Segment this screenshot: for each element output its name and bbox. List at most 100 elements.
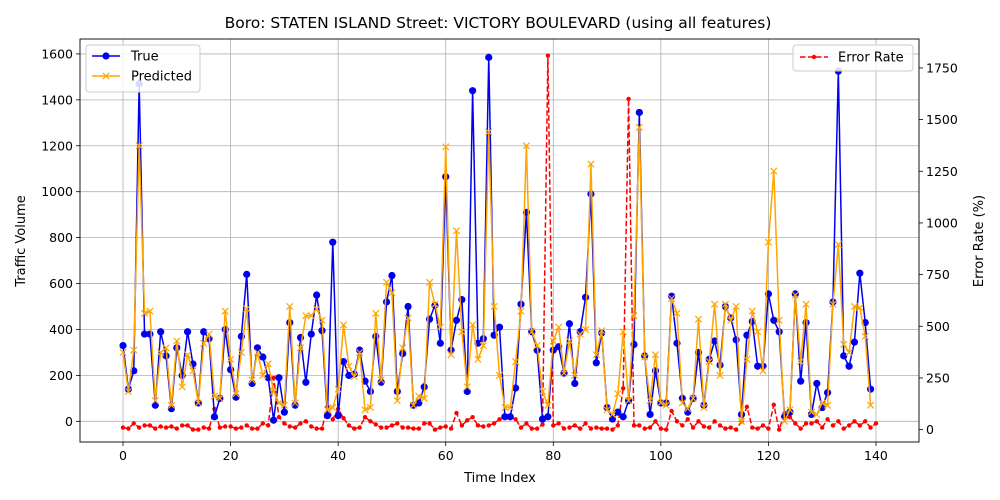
data-point	[205, 330, 213, 338]
data-point	[120, 425, 126, 430]
data-point	[840, 352, 848, 360]
data-point	[624, 397, 633, 405]
data-point	[770, 316, 778, 324]
data-point	[549, 346, 557, 354]
data-point	[323, 406, 332, 414]
data-point	[506, 403, 514, 412]
data-point	[126, 426, 131, 431]
data-point	[366, 387, 375, 396]
data-point	[684, 408, 692, 416]
data-point	[614, 408, 622, 416]
data-point	[378, 425, 384, 430]
data-point	[818, 399, 826, 407]
data-point	[775, 316, 783, 324]
data-point	[793, 421, 798, 426]
data-point	[388, 289, 396, 297]
data-point	[561, 426, 567, 431]
legend-box	[792, 44, 914, 72]
data-point	[668, 292, 676, 300]
data-point	[135, 142, 143, 150]
data-point	[303, 419, 309, 424]
y-tick-label: 800	[49, 230, 73, 245]
data-point	[711, 300, 719, 308]
data-point	[286, 318, 294, 327]
data-point	[296, 344, 305, 352]
data-point	[119, 348, 127, 357]
data-point	[723, 426, 728, 431]
data-point	[481, 424, 486, 429]
data-point	[313, 305, 321, 313]
legend-left: True Predicted	[85, 44, 201, 93]
data-point	[610, 427, 615, 432]
data-point	[866, 401, 875, 409]
data-point	[560, 369, 568, 377]
data-point	[491, 421, 497, 426]
x-tick-label: 60	[438, 448, 454, 463]
data-point	[169, 424, 174, 429]
x-tick-label: 140	[864, 448, 888, 463]
data-point	[183, 328, 192, 336]
data-point	[264, 360, 272, 368]
data-point	[615, 423, 621, 428]
data-point	[538, 415, 547, 423]
data-point	[334, 385, 342, 393]
data-point	[443, 424, 448, 429]
data-point	[479, 341, 487, 350]
data-point	[366, 403, 375, 412]
data-point	[280, 401, 288, 409]
data-point	[442, 143, 450, 151]
data-point	[551, 423, 556, 428]
data-point	[841, 426, 846, 431]
data-point	[598, 327, 606, 335]
data-point	[130, 346, 138, 354]
data-point	[185, 423, 190, 428]
y2-tick-label: 1250	[926, 164, 958, 179]
data-point	[291, 401, 299, 409]
data-point	[667, 294, 676, 303]
legend-right: Error Rate	[792, 44, 914, 72]
data-point	[608, 415, 617, 423]
data-point	[146, 330, 154, 338]
data-point	[637, 423, 642, 428]
data-point	[534, 426, 540, 431]
series-line	[122, 126, 872, 423]
data-point	[157, 328, 165, 336]
data-point	[468, 321, 477, 329]
y2-tick-label: 0	[926, 422, 934, 437]
y2-tick-label: 500	[926, 319, 950, 334]
data-point	[318, 316, 326, 324]
data-point	[608, 410, 617, 419]
data-point	[529, 426, 534, 431]
data-point	[555, 323, 563, 331]
data-point	[770, 167, 778, 175]
data-point	[167, 405, 176, 413]
data-point	[189, 367, 197, 375]
data-point	[813, 379, 821, 388]
data-point	[524, 421, 529, 426]
data-point	[642, 426, 647, 431]
data-point	[388, 271, 396, 280]
data-point	[495, 371, 504, 380]
data-point	[382, 298, 391, 306]
chart-title: Boro: STATEN ISLAND Street: VICTORY BOUL…	[225, 14, 772, 32]
data-point	[721, 300, 730, 308]
data-point	[690, 425, 696, 430]
data-point	[271, 375, 276, 381]
data-point	[825, 417, 830, 422]
data-point	[395, 421, 400, 426]
data-point	[119, 341, 127, 350]
legend-marker-error	[811, 54, 817, 60]
data-point	[565, 320, 574, 328]
data-point	[469, 87, 477, 95]
data-point	[490, 302, 498, 311]
data-point	[237, 348, 245, 357]
x-axis: 0 20 40 60 80 100 120 140	[119, 442, 888, 463]
data-point	[764, 238, 773, 246]
data-point	[248, 376, 256, 384]
data-point	[807, 408, 816, 416]
data-point	[506, 413, 514, 421]
data-point	[545, 53, 551, 58]
data-point	[475, 423, 481, 428]
data-point	[567, 425, 572, 430]
